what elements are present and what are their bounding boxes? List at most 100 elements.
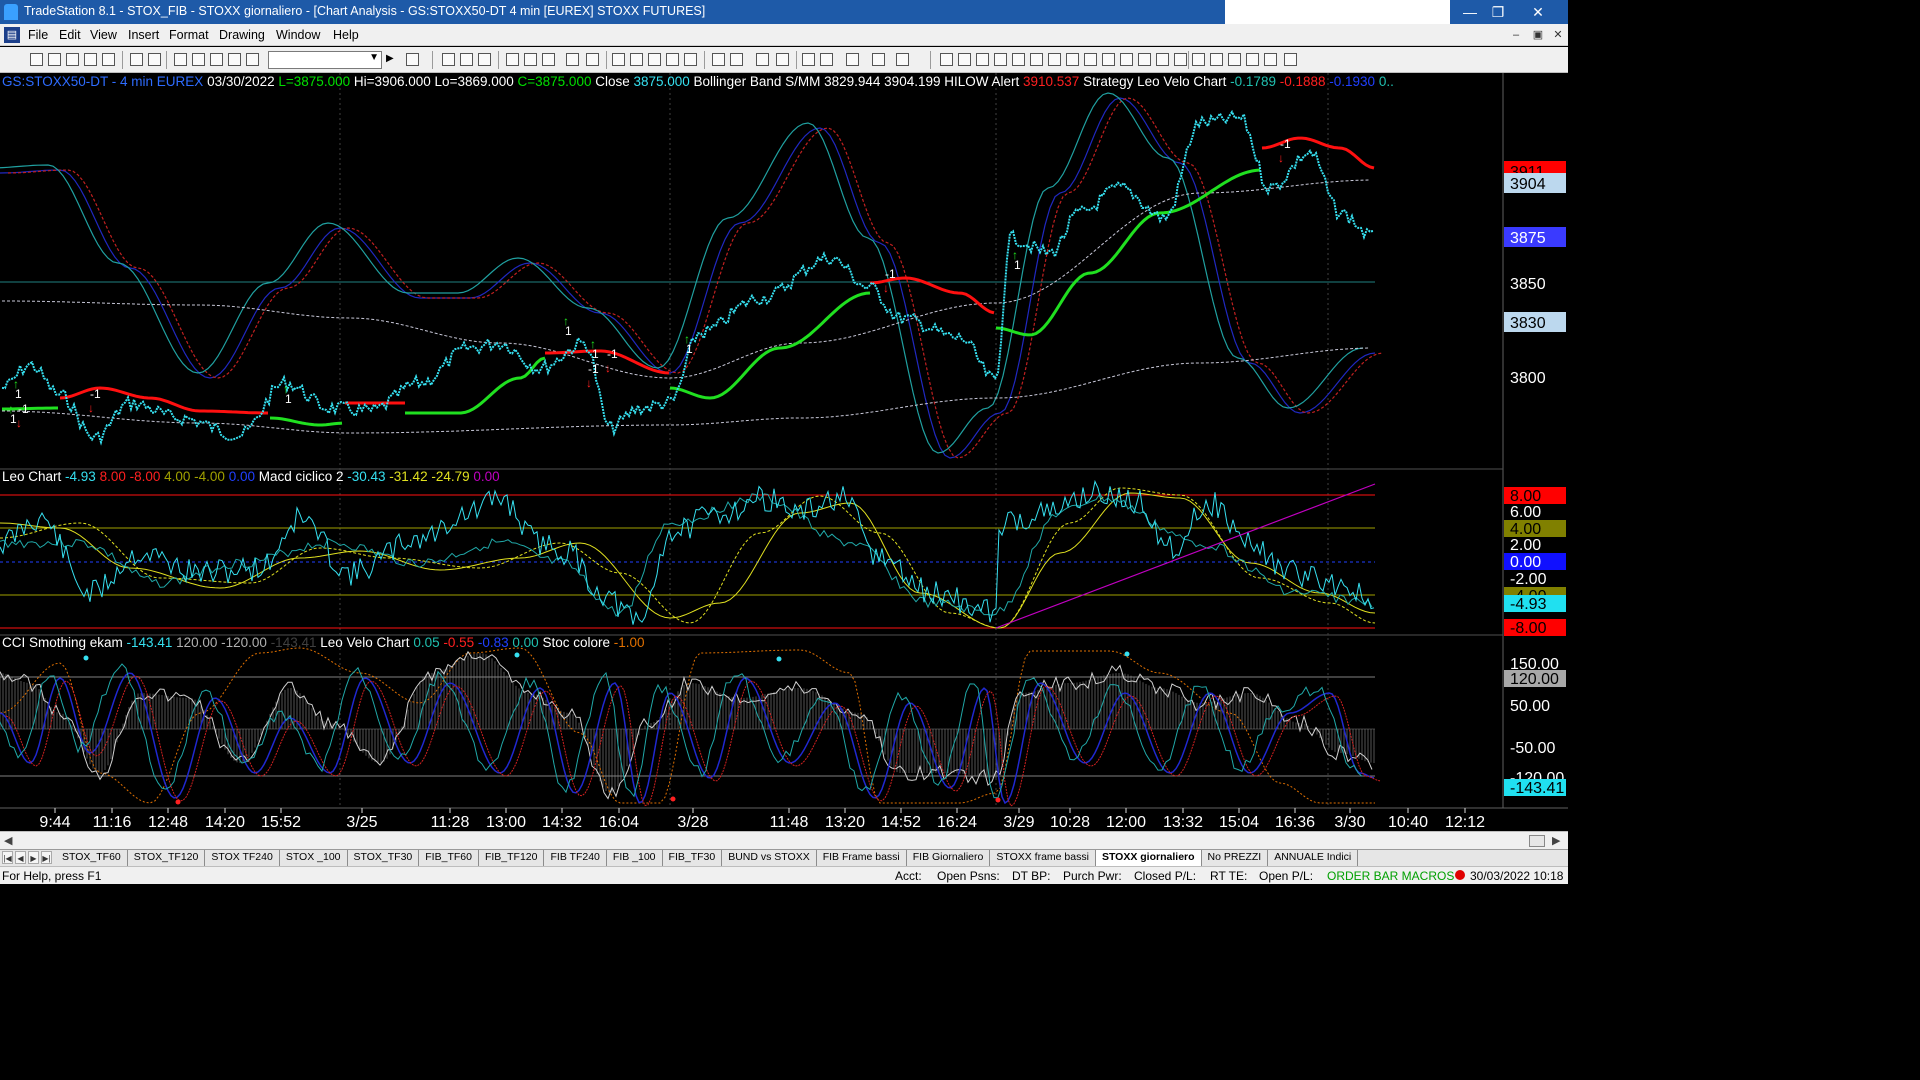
zoom-in-icon[interactable]	[756, 53, 769, 66]
trendline-icon[interactable]	[940, 53, 953, 66]
workspace-tab[interactable]: FIB_TF120	[479, 850, 545, 866]
menu-file[interactable]: File	[28, 28, 49, 42]
workspace-tab[interactable]: FIB Frame bassi	[817, 850, 907, 866]
tab-prev-icon[interactable]: ◀	[15, 851, 26, 864]
alert-icon[interactable]	[872, 53, 885, 66]
insert-study-icon[interactable]	[542, 53, 555, 66]
workspace-tab[interactable]: BUND vs STOXX	[722, 850, 817, 866]
workspace-tab[interactable]: STOX _100	[280, 850, 348, 866]
insert-indicator-icon[interactable]	[506, 53, 519, 66]
chart-canvas[interactable]: 1↑-1↓1↑1↑-1↓1↑-1↓1↑-1↓1↑-1↓1↑-1↓ GS:STOX…	[0, 73, 1568, 831]
workspace-tab[interactable]: FIB TF240	[544, 850, 607, 866]
tools-icon[interactable]	[846, 53, 859, 66]
line-chart-icon[interactable]	[630, 53, 643, 66]
open-workspace-icon[interactable]	[66, 53, 79, 66]
tab-first-icon[interactable]: |◀	[2, 851, 13, 864]
workspace-tab[interactable]: STOX_TF30	[348, 850, 420, 866]
child-close-button[interactable]: ✕	[1553, 29, 1563, 41]
chart-type-icon[interactable]	[566, 53, 579, 66]
horizontal-scrollbar[interactable]: ◀ ▶	[0, 831, 1568, 849]
curve-icon[interactable]	[1156, 53, 1169, 66]
format-window-icon[interactable]	[442, 53, 455, 66]
open-icon[interactable]	[48, 53, 61, 66]
tab-next-icon[interactable]: ▶	[28, 851, 39, 864]
new-icon[interactable]	[30, 53, 43, 66]
lock-icon[interactable]	[210, 53, 223, 66]
format-symbol-icon[interactable]	[460, 53, 473, 66]
workspace-tab[interactable]: STOX TF240	[205, 850, 280, 866]
fib-fan-icon[interactable]	[1084, 53, 1097, 66]
symbol-combo[interactable]: ▼	[268, 51, 382, 69]
caret-down-icon[interactable]: ▼	[369, 52, 379, 63]
analysis-icon[interactable]	[228, 53, 241, 66]
menu-format[interactable]: Format	[169, 28, 209, 42]
cut-icon[interactable]	[174, 53, 187, 66]
pointer-icon[interactable]	[802, 53, 815, 66]
child-minimize-button[interactable]: –	[1512, 29, 1520, 41]
robot-icon[interactable]	[246, 53, 259, 66]
workspace-tab[interactable]: FIB_TF60	[419, 850, 479, 866]
arc-icon[interactable]	[1138, 53, 1151, 66]
print-icon[interactable]	[148, 53, 161, 66]
crosshair-icon[interactable]	[820, 53, 833, 66]
workspace-tab[interactable]: ANNUALE Indici	[1268, 850, 1359, 866]
save-icon[interactable]	[84, 53, 97, 66]
horizontal-lines-icon[interactable]	[976, 53, 989, 66]
menu-help[interactable]: Help	[333, 28, 359, 42]
workspace-tab[interactable]: FIB_TF30	[663, 850, 723, 866]
scroll-left-arrow-icon[interactable]: ◀	[4, 835, 13, 847]
gann-fan-icon[interactable]	[1048, 53, 1061, 66]
scroll-left-icon[interactable]	[712, 53, 725, 66]
ellipse-icon[interactable]	[1246, 53, 1259, 66]
bar-chart-icon[interactable]	[612, 53, 625, 66]
scrollbar-thumb[interactable]	[1529, 835, 1545, 847]
insert-strategy-icon[interactable]	[524, 53, 537, 66]
chart-style-icon[interactable]	[586, 53, 599, 66]
workspace-tab[interactable]: FIB Giornaliero	[907, 850, 991, 866]
regression-channel-icon[interactable]	[1066, 53, 1079, 66]
menu-window[interactable]: Window	[276, 28, 321, 42]
chart-window-icon[interactable]: ▤	[4, 27, 20, 43]
scroll-right-icon[interactable]	[730, 53, 743, 66]
pencil-icon[interactable]	[1174, 53, 1187, 66]
workspace-tab[interactable]: FIB _100	[607, 850, 663, 866]
play-arrow-icon[interactable]: ▶	[386, 53, 394, 64]
scroll-right-arrow-icon[interactable]: ▶	[1552, 835, 1561, 847]
menu-view[interactable]: View	[90, 28, 117, 42]
order-bar-macros[interactable]: ORDER BAR MACROS	[1327, 869, 1455, 883]
fibonacci-icon[interactable]	[958, 53, 971, 66]
symbol-lookup-icon[interactable]	[406, 53, 419, 66]
freehand-icon[interactable]	[1192, 53, 1205, 66]
menu-edit[interactable]: Edit	[59, 28, 81, 42]
up-arrow-icon[interactable]	[1228, 53, 1241, 66]
workspace-tab[interactable]: STOX_TF60	[56, 850, 128, 866]
data-window-icon[interactable]	[478, 53, 491, 66]
andrews-pitchfork-icon[interactable]	[1012, 53, 1025, 66]
candlestick-icon[interactable]	[648, 53, 661, 66]
channel-icon[interactable]	[994, 53, 1007, 66]
child-restore-button[interactable]: ▣	[1532, 29, 1544, 41]
menu-insert[interactable]: Insert	[128, 28, 160, 42]
speed-lines-icon[interactable]	[1030, 53, 1043, 66]
workspace-tab[interactable]: STOXX frame bassi	[990, 850, 1096, 866]
rectangle-icon[interactable]	[1264, 53, 1277, 66]
workspace-tab[interactable]: STOXX giornaliero	[1095, 850, 1202, 866]
print-preview-icon[interactable]	[130, 53, 143, 66]
hlc-icon[interactable]	[684, 53, 697, 66]
zoom-out-icon[interactable]	[776, 53, 789, 66]
ohlc-icon[interactable]	[666, 53, 679, 66]
eraser-icon[interactable]	[896, 53, 909, 66]
maximize-button[interactable]: ❐	[1491, 4, 1505, 20]
close-button[interactable]: ✕	[1532, 4, 1544, 20]
tab-last-icon[interactable]: ▶|	[41, 851, 52, 864]
parallel-lines-icon[interactable]	[1120, 53, 1133, 66]
minimize-button[interactable]: —	[1463, 4, 1477, 20]
text-abc-icon[interactable]	[1284, 53, 1297, 66]
copy-icon[interactable]	[192, 53, 205, 66]
workspace-tab[interactable]: STOX_TF120	[128, 850, 206, 866]
down-arrow-icon[interactable]	[1210, 53, 1223, 66]
workspace-tab[interactable]: No PREZZI	[1202, 850, 1269, 866]
horizontal-line-icon[interactable]	[1102, 53, 1115, 66]
chart-analysis-window[interactable]: 1 ↑ -1 ↓ 1 ↑ 1 ↑ -1 ↓ 1 ↑ -1 ↓ 1 ↑ -1 ↓ 1 ↑ -1 ↓ 1 ↑ -1 ↓ GS:STOX…	[0, 73, 1568, 831]
menu-drawing[interactable]: Drawing	[219, 28, 265, 42]
